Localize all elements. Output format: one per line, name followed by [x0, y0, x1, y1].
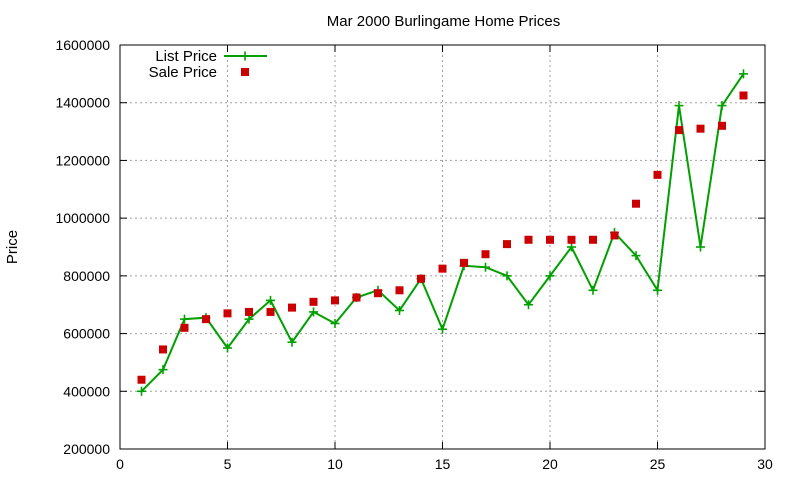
data-point — [567, 242, 576, 252]
data-point — [717, 101, 727, 111]
x-tick-label: 20 — [542, 456, 558, 472]
x-tick-label: 30 — [757, 456, 773, 472]
data-point — [589, 235, 597, 244]
data-point — [481, 262, 490, 272]
x-tick-label: 15 — [435, 456, 451, 472]
data-point — [330, 318, 340, 328]
data-point — [137, 386, 146, 396]
data-point — [438, 324, 447, 334]
data-point — [481, 250, 490, 259]
data-point — [588, 285, 598, 295]
x-tick-label: 0 — [116, 456, 124, 472]
series-sale-price — [137, 91, 748, 384]
legend-swatches — [224, 51, 267, 76]
y-tick-label: 1600000 — [55, 37, 110, 53]
data-point — [158, 365, 168, 375]
data-point — [309, 307, 318, 317]
series-layer — [137, 69, 748, 396]
x-tick-label: 25 — [650, 456, 666, 472]
y-tick-label: 1400000 — [55, 95, 110, 111]
data-point — [159, 345, 167, 354]
data-point — [245, 307, 253, 316]
legend: List Price Sale Price — [149, 48, 267, 81]
x-tick-label: 5 — [224, 456, 232, 472]
data-point — [545, 271, 555, 281]
legend-swatch-square — [241, 68, 249, 76]
data-point — [567, 235, 576, 244]
data-point — [180, 323, 189, 332]
data-point — [309, 297, 318, 306]
data-point — [352, 293, 361, 302]
legend-swatch-plus — [240, 51, 250, 61]
y-tick-label: 200000 — [63, 441, 110, 457]
data-point — [417, 274, 425, 283]
data-point — [331, 296, 339, 305]
data-point — [632, 199, 640, 208]
data-point — [180, 314, 189, 324]
data-point — [653, 285, 662, 295]
y-axis-title: Price — [4, 230, 21, 264]
data-point — [223, 309, 232, 318]
y-tick-label: 800000 — [63, 268, 110, 284]
data-point — [460, 258, 468, 267]
data-point — [503, 240, 511, 249]
y-tick-label: 600000 — [63, 326, 110, 342]
data-point — [739, 69, 748, 79]
data-point — [631, 251, 641, 261]
chart-title: Mar 2000 Burlingame Home Prices — [327, 13, 560, 30]
legend-label-sale-price: Sale Price — [149, 64, 217, 81]
y-tick-label: 1200000 — [55, 152, 110, 168]
data-point — [202, 315, 210, 324]
data-point — [696, 124, 705, 133]
data-point — [223, 343, 232, 353]
data-point — [266, 307, 275, 316]
data-point — [502, 271, 512, 281]
data-point — [438, 264, 447, 273]
data-point — [395, 305, 404, 315]
data-point — [653, 170, 662, 179]
tick-labels: 0 5 10 15 20 25 30 200000 400000 600000 800000 1000… — [55, 37, 773, 472]
data-point — [288, 303, 296, 312]
data-point — [718, 121, 726, 130]
y-tick-label: 400000 — [63, 383, 110, 399]
grid-lines — [120, 45, 765, 449]
data-point — [674, 101, 684, 111]
data-point — [395, 286, 404, 295]
data-point — [610, 231, 619, 240]
data-point — [137, 375, 146, 384]
y-tick-label: 1000000 — [55, 210, 110, 226]
data-point — [266, 295, 275, 305]
series-list-price — [137, 69, 748, 396]
data-point — [244, 314, 254, 324]
axis-ticks — [119, 44, 766, 450]
data-point — [675, 126, 683, 135]
data-point — [524, 300, 533, 310]
x-tick-label: 10 — [327, 456, 343, 472]
data-point — [374, 289, 382, 298]
data-point — [546, 235, 554, 244]
legend-label-list-price: List Price — [155, 48, 217, 65]
data-point — [287, 337, 297, 347]
data-point — [524, 235, 533, 244]
data-point — [739, 91, 748, 100]
data-point — [696, 242, 705, 252]
